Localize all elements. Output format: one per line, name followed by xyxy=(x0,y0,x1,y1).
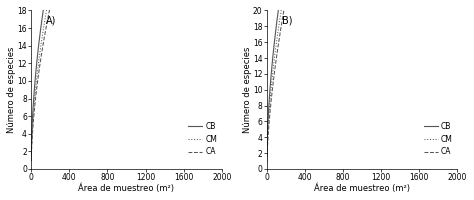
Line: CA: CA xyxy=(31,0,222,161)
Line: CM: CM xyxy=(31,0,222,159)
CB xyxy=(273,23,279,25)
Line: CA: CA xyxy=(267,0,457,163)
CM xyxy=(38,44,44,46)
X-axis label: Área de muestreo (m²): Área de muestreo (m²) xyxy=(314,184,410,193)
CA xyxy=(28,160,34,162)
CB xyxy=(264,156,270,158)
X-axis label: Área de muestreo (m²): Área de muestreo (m²) xyxy=(78,184,174,193)
CA xyxy=(273,56,279,58)
Text: B): B) xyxy=(282,15,292,25)
Text: A): A) xyxy=(46,15,57,25)
Line: CM: CM xyxy=(267,0,457,159)
CM xyxy=(28,158,34,161)
CB xyxy=(38,26,44,28)
CB xyxy=(28,155,34,157)
Line: CB: CB xyxy=(31,0,222,156)
Y-axis label: Número de especies: Número de especies xyxy=(7,47,16,133)
Line: CB: CB xyxy=(267,0,457,157)
CA xyxy=(264,161,270,164)
CA xyxy=(38,57,44,59)
Legend: CB, CM, CA: CB, CM, CA xyxy=(423,121,454,157)
CM xyxy=(273,40,279,43)
Y-axis label: Número de especies: Número de especies xyxy=(243,47,252,133)
Legend: CB, CM, CA: CB, CM, CA xyxy=(188,121,218,157)
CM xyxy=(264,158,270,161)
